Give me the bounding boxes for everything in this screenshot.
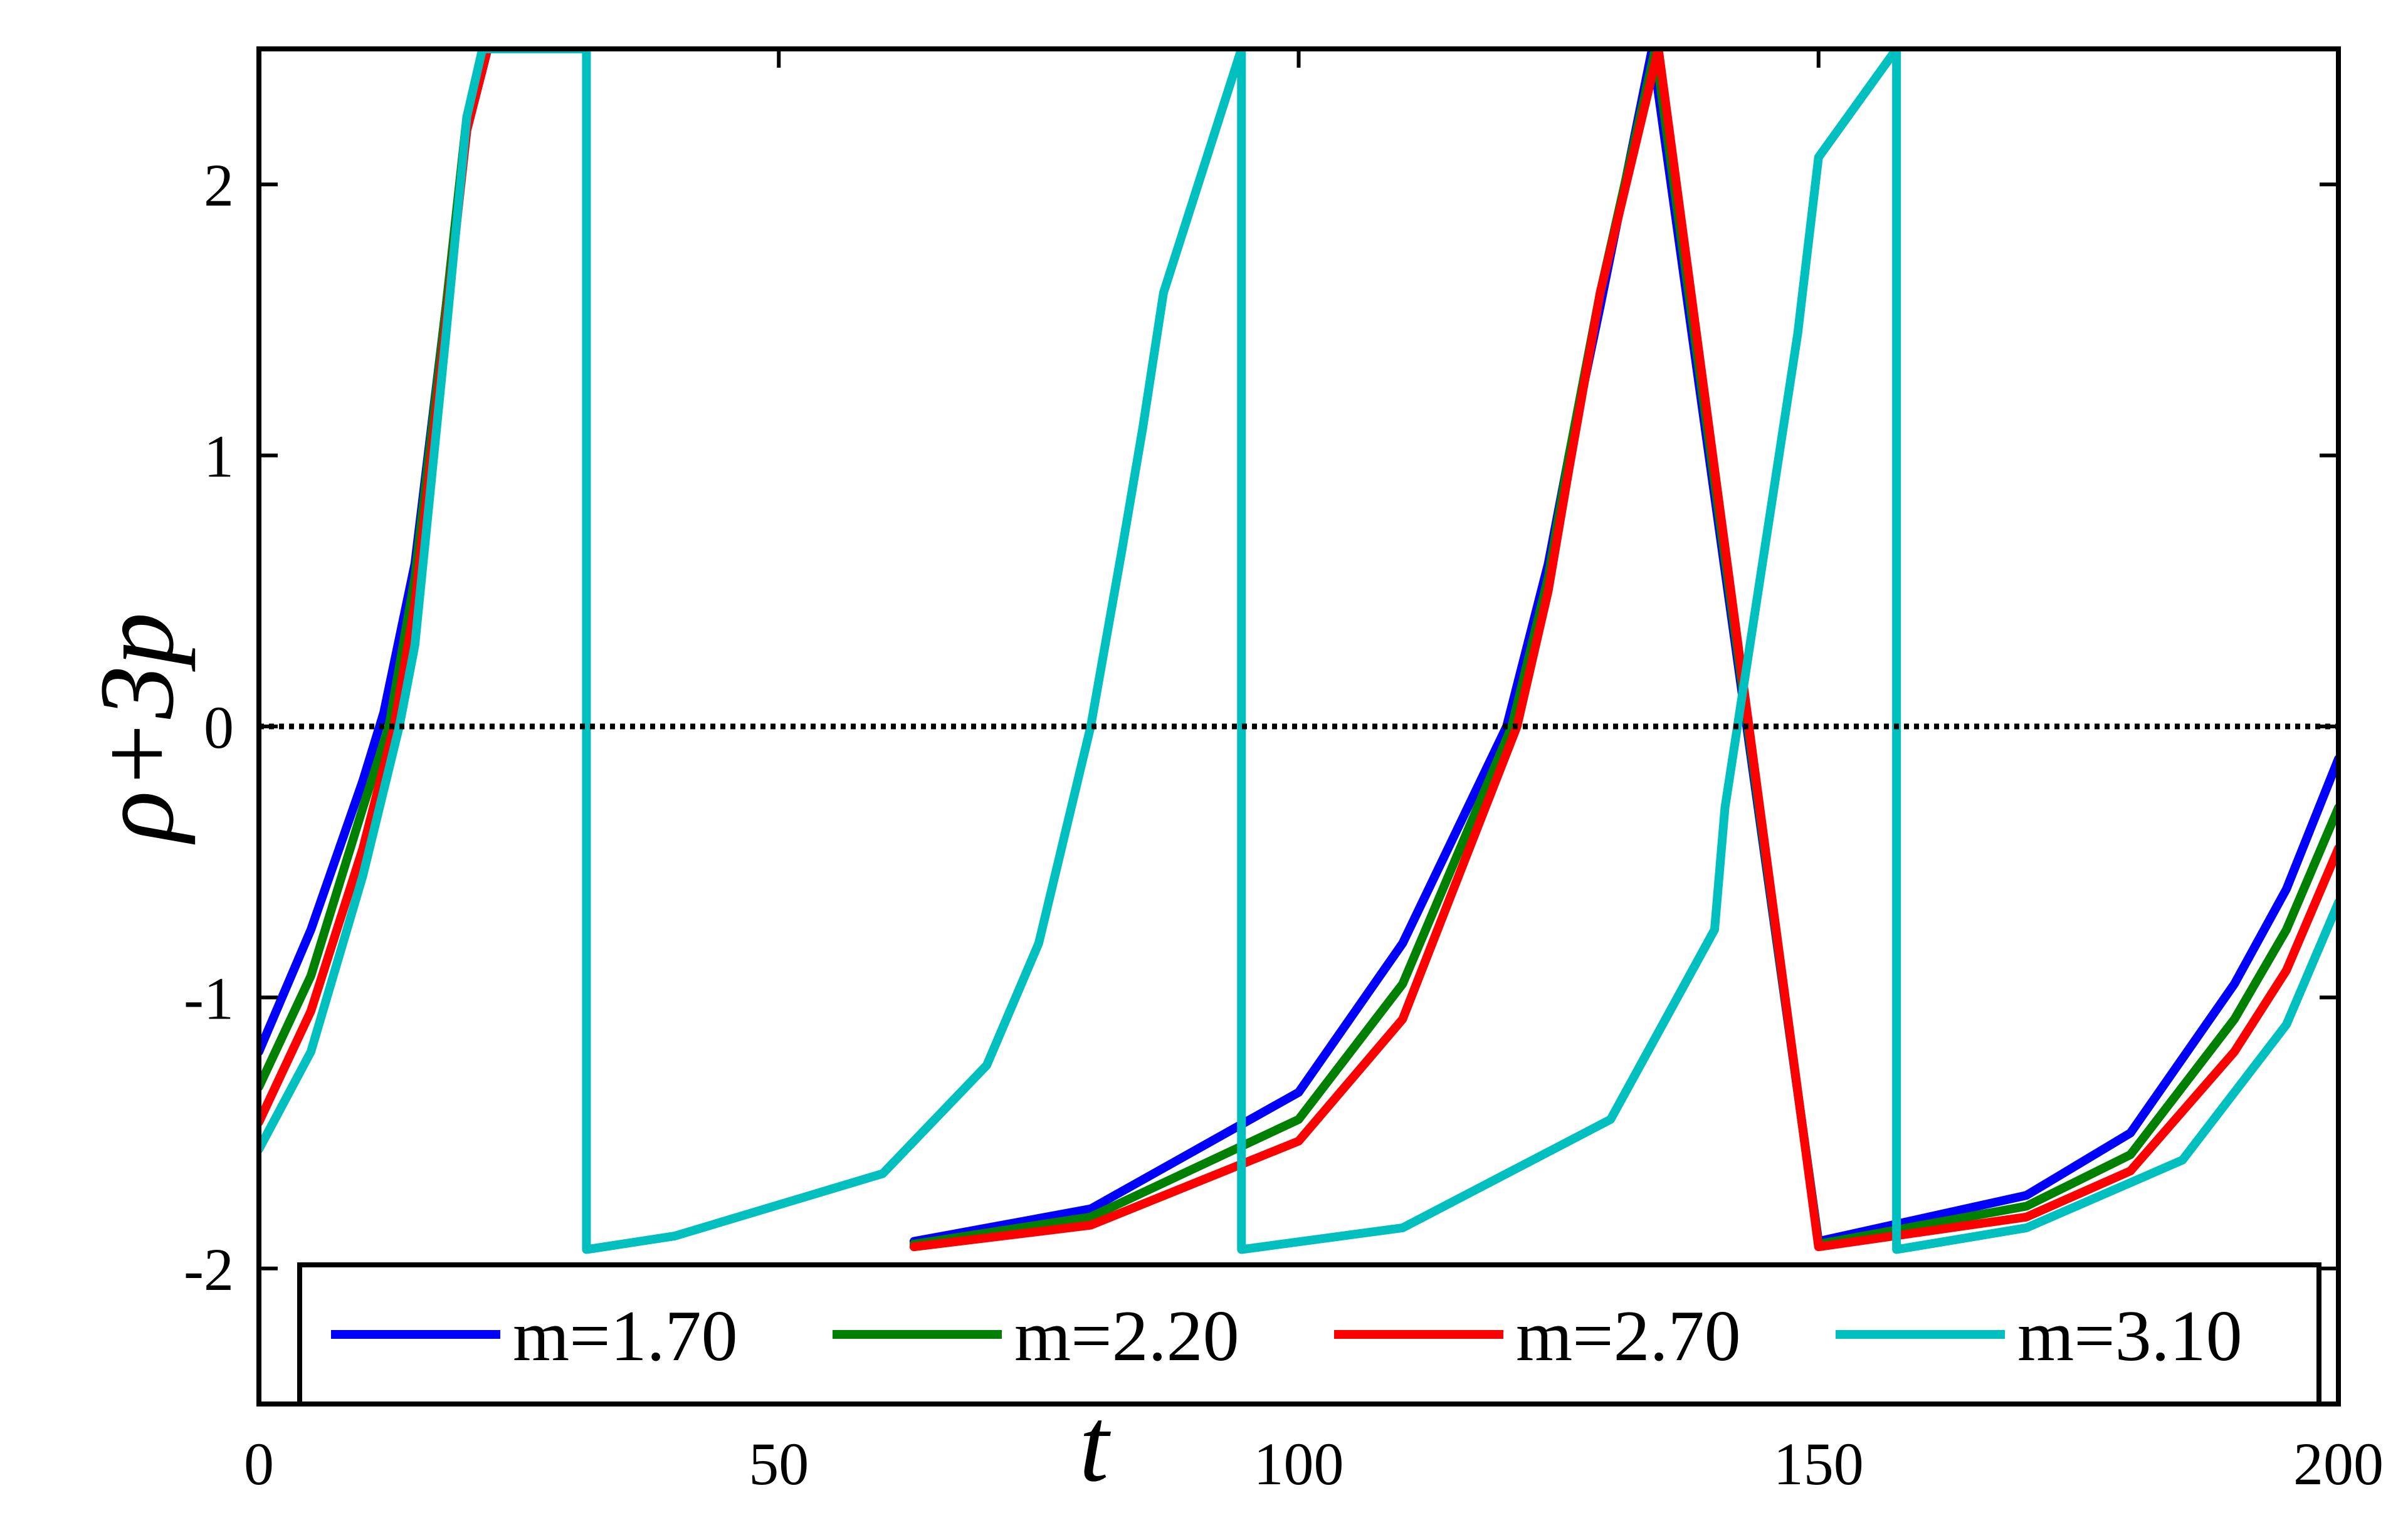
x-tick-label: 50 xyxy=(749,1430,809,1497)
legend-label: m=2.70 xyxy=(1516,1296,1741,1376)
x-tick-label: 0 xyxy=(244,1430,274,1497)
legend: m=1.70 m=2.20 m=2.70 m=3.10 xyxy=(297,1262,2321,1407)
y-tick-label: 0 xyxy=(204,694,234,761)
legend-label: m=1.70 xyxy=(513,1296,738,1376)
y-tick-label: 1 xyxy=(204,423,234,490)
series-layer xyxy=(259,49,2338,1254)
x-axis-label: t xyxy=(1079,1386,1111,1504)
series-line xyxy=(259,49,2338,1254)
series-line xyxy=(909,49,2338,1252)
x-tick-label: 200 xyxy=(2293,1430,2384,1497)
legend-label: m=2.20 xyxy=(1014,1296,1239,1376)
x-tick-label: 150 xyxy=(1774,1430,1864,1497)
y-tick-label: -2 xyxy=(184,1236,234,1303)
x-tick-label: 100 xyxy=(1254,1430,1344,1497)
series-m=3.10 xyxy=(259,49,2338,1254)
y-tick-label: -1 xyxy=(184,965,234,1032)
tick-layer: 0 50 100 150 200 2 1 0 -1 -2 xyxy=(184,49,2384,1497)
y-axis-label: ρ+3p xyxy=(78,612,196,845)
legend-label: m=3.10 xyxy=(2017,1296,2242,1376)
y-tick-label: 2 xyxy=(204,152,234,219)
